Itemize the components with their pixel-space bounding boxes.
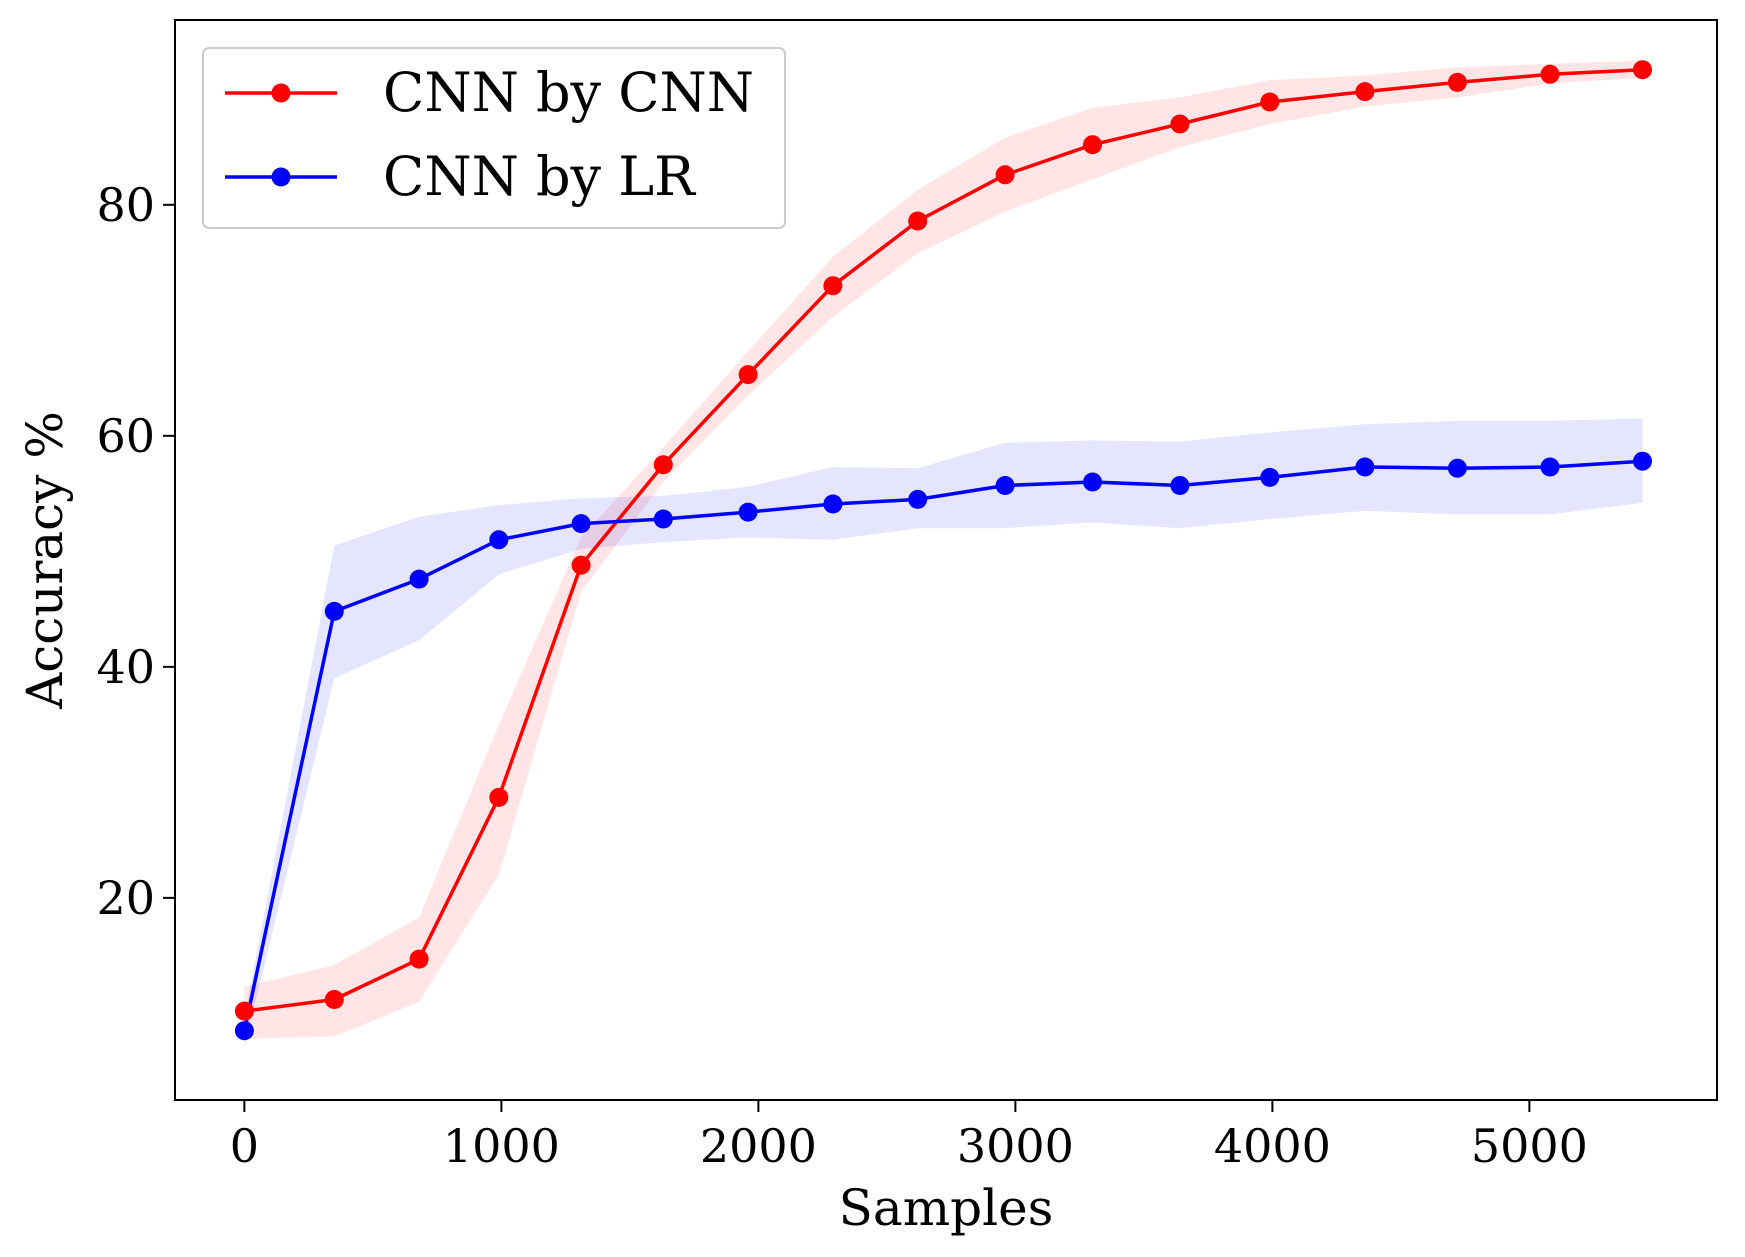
x-axis-label: Samples <box>839 1179 1054 1237</box>
legend-label-cnn-by-cnn: CNN by CNN <box>383 61 754 124</box>
point-cnn-by-lr <box>995 476 1015 495</box>
point-cnn-by-cnn <box>571 555 591 575</box>
x-axis-ticks: 0 1000 2000 3000 4000 5000 <box>230 1100 1588 1173</box>
legend-marker-cnn-by-lr <box>271 167 291 187</box>
point-cnn-by-cnn <box>409 949 429 969</box>
point-cnn-by-lr <box>1355 457 1375 477</box>
point-cnn-by-cnn <box>908 211 928 231</box>
point-cnn-by-lr <box>1260 467 1280 487</box>
legend-marker-cnn-by-cnn <box>271 83 291 103</box>
y-tick-label: 80 <box>96 178 155 232</box>
series-points <box>234 60 1652 1041</box>
y-axis-ticks: 20 40 60 80 <box>96 178 175 925</box>
x-tick-label: 1000 <box>443 1119 560 1173</box>
point-cnn-by-lr <box>738 502 758 522</box>
point-cnn-by-lr <box>409 569 429 589</box>
y-tick-label: 20 <box>96 871 155 925</box>
point-cnn-by-cnn <box>1260 92 1280 112</box>
point-cnn-by-cnn <box>1447 72 1467 92</box>
x-tick-label: 2000 <box>700 1119 817 1173</box>
point-cnn-by-cnn <box>995 165 1015 185</box>
x-tick-label: 4000 <box>1214 1119 1331 1173</box>
plot-frame <box>174 19 1718 1101</box>
confidence-bands <box>244 60 1643 1048</box>
legend-box <box>202 47 786 229</box>
band-cnn-by-cnn <box>244 60 1643 1039</box>
band-cnn-by-lr <box>244 418 1643 1048</box>
point-cnn-by-lr <box>571 514 591 534</box>
x-tick-label: 0 <box>230 1119 259 1173</box>
point-cnn-by-lr <box>489 530 509 550</box>
point-cnn-by-cnn <box>653 455 673 475</box>
legend: CNN by CNN CNN by LR <box>202 47 786 229</box>
point-cnn-by-cnn <box>1083 135 1102 155</box>
point-cnn-by-cnn <box>1633 60 1652 80</box>
point-cnn-by-lr <box>324 601 344 621</box>
x-tick-label: 3000 <box>957 1119 1074 1173</box>
point-cnn-by-lr <box>908 489 928 509</box>
point-cnn-by-cnn <box>823 276 843 296</box>
legend-label-cnn-by-lr: CNN by LR <box>383 145 696 208</box>
point-cnn-by-cnn <box>1170 114 1190 134</box>
point-cnn-by-lr <box>1447 458 1467 478</box>
y-tick-label: 60 <box>96 409 155 463</box>
point-cnn-by-lr <box>1083 472 1102 492</box>
y-tick-label: 40 <box>96 640 155 694</box>
point-cnn-by-lr <box>1170 476 1190 495</box>
point-cnn-by-lr <box>1540 457 1560 477</box>
point-cnn-by-lr <box>823 494 843 514</box>
x-tick-label: 5000 <box>1471 1119 1588 1173</box>
point-cnn-by-cnn <box>738 365 758 385</box>
point-cnn-by-cnn <box>234 1001 254 1021</box>
point-cnn-by-lr <box>234 1021 254 1041</box>
point-cnn-by-cnn <box>1540 64 1560 84</box>
point-cnn-by-cnn <box>324 990 344 1009</box>
point-cnn-by-lr <box>653 509 673 529</box>
point-cnn-by-cnn <box>489 787 509 807</box>
y-axis-label: Accuracy % <box>16 411 74 710</box>
point-cnn-by-cnn <box>1355 82 1375 102</box>
point-cnn-by-lr <box>1633 451 1652 471</box>
